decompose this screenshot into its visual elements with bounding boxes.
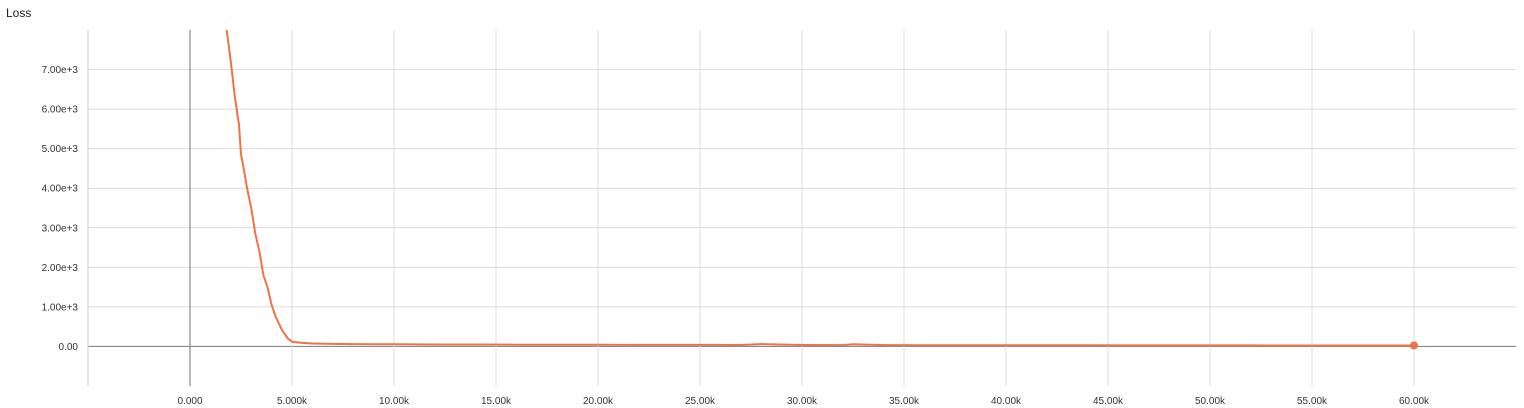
x-tick-label: 55.00k [1297,396,1328,407]
chart-title: Loss [6,6,32,20]
x-tick-label: 45.00k [1093,396,1124,407]
grid [88,30,1516,386]
y-tick-label: 5.00e+3 [42,144,79,155]
x-tick-label: 0.000 [177,396,202,407]
x-tick-label: 40.00k [991,396,1022,407]
y-tick-label: 2.00e+3 [42,263,79,274]
series-end-point[interactable] [1410,341,1418,350]
x-tick-label: 5.000k [277,396,308,407]
x-tick-label: 20.00k [583,396,614,407]
x-tick-label: 15.00k [481,396,512,407]
x-tick-label: 10.00k [379,396,410,407]
x-tick-label: 50.00k [1195,396,1226,407]
x-tick-label: 60.00k [1399,396,1430,407]
x-tick-labels: 0.000 5.000k 10.00k 15.00k 20.00k 25.00k 30.00… [177,396,1430,407]
y-tick-label: 4.00e+3 [42,184,79,195]
series [225,29,1418,350]
y-tick-label: 7.00e+3 [42,65,79,76]
x-tick-label: 25.00k [685,396,716,407]
y-tick-label: 3.00e+3 [42,223,79,234]
y-tick-labels: 0.00 1.00e+3 2.00e+3 3.00e+3 4.00e+3 5.00e+3 6… [42,65,79,353]
x-tick-label: 30.00k [787,396,818,407]
y-tick-label: 6.00e+3 [42,105,79,116]
y-tick-label: 1.00e+3 [42,302,79,313]
x-tick-label: 35.00k [889,396,920,407]
y-tick-label: 0.00 [59,342,79,353]
loss-series-line [225,29,1414,347]
